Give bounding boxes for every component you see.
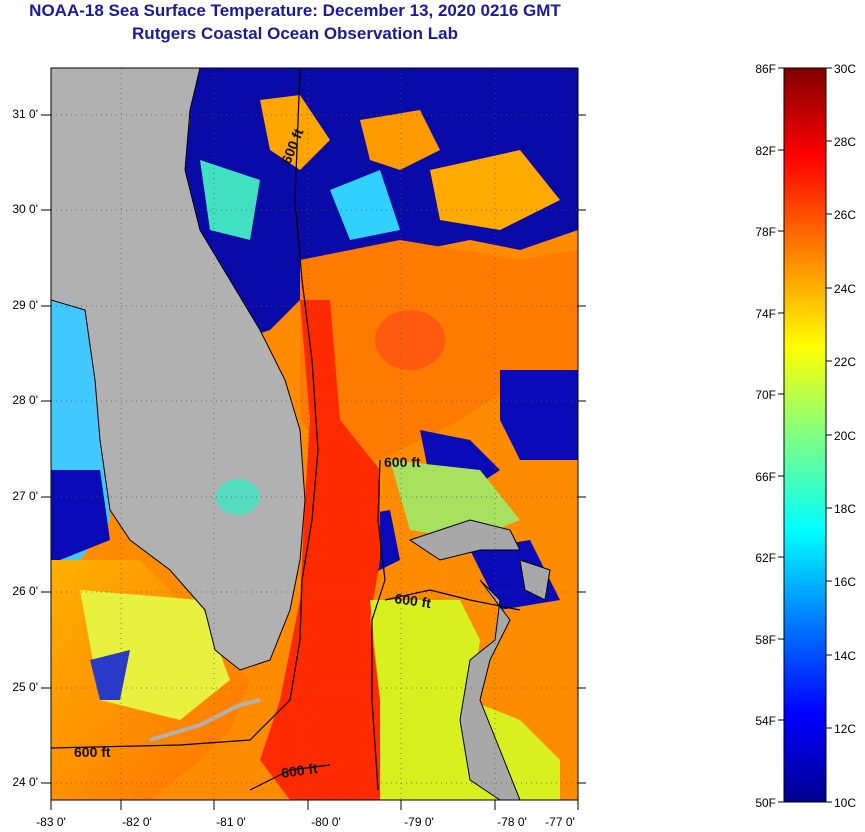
colorbar-ticks <box>778 67 832 803</box>
cold-region-north <box>51 68 578 340</box>
lat-tick-label: 24 0' <box>12 775 38 789</box>
colorbar-f-label: 70F <box>755 388 776 402</box>
isobath-600ft <box>384 589 521 611</box>
isobath-600ft <box>371 459 386 791</box>
cool-patch <box>330 170 400 240</box>
colorbar-c-label: 26C <box>834 208 856 222</box>
lon-tick-label: -80 0' <box>311 815 341 829</box>
map-title: NOAA-18 Sea Surface Temperature: Decembe… <box>29 1 561 20</box>
lat-tick-label: 29 0' <box>12 298 38 312</box>
cold-blob <box>500 370 578 460</box>
contour-label: 600 ft <box>280 760 319 781</box>
contour-label: 600 ft <box>384 454 421 470</box>
colorbar-c-label: 18C <box>834 502 856 516</box>
grand-bahama <box>408 519 521 561</box>
colorbar-c-label: 20C <box>834 429 856 443</box>
lon-tick-label: -82 0' <box>122 815 152 829</box>
florida-land <box>51 68 306 671</box>
lon-tick-label: -78 0' <box>497 815 527 829</box>
warm-patch <box>360 110 440 170</box>
lake-okeechobee <box>216 479 260 515</box>
map-ticks <box>41 114 586 810</box>
colorbar-f-label: 58F <box>755 633 776 647</box>
abaco-island <box>519 559 551 601</box>
warm-eddy <box>375 310 445 370</box>
colorbar-f-label: 78F <box>755 225 776 239</box>
map-frame <box>50 67 579 801</box>
colorbar-f-label: 54F <box>755 714 776 728</box>
little-bahama-bank <box>390 460 520 540</box>
lat-tick-label: 25 0' <box>12 680 38 694</box>
andros-island <box>459 579 521 800</box>
gulf-stream <box>260 300 380 800</box>
sst-map <box>51 68 578 800</box>
colorbar-f-label: 82F <box>755 144 776 158</box>
isobath-600ft <box>249 764 331 791</box>
colorbar-c-label: 12C <box>834 722 856 736</box>
cold-coastal-patch <box>51 470 110 560</box>
warm-patch <box>430 150 560 230</box>
lat-tick-label: 26 0' <box>12 584 38 598</box>
colorbar-c-label: 24C <box>834 282 856 296</box>
colorbar-f-label: 66F <box>755 470 776 484</box>
warm-patch <box>260 95 330 170</box>
lon-tick-label: -81 0' <box>216 815 246 829</box>
map-subtitle: Rutgers Coastal Ocean Observation Lab <box>132 24 458 43</box>
lon-tick-label: -83 0' <box>36 815 66 829</box>
graticule <box>51 68 578 800</box>
lon-tick-label: -79 0' <box>404 815 434 829</box>
contour-label: 600 ft <box>394 590 433 611</box>
colorbar-f-label: 62F <box>755 551 776 565</box>
lon-tick-label: -77 0' <box>545 815 575 829</box>
isobath-600ft <box>51 69 319 749</box>
colorbar-f-label: 74F <box>755 307 776 321</box>
colorbar-f-label: 50F <box>755 796 776 810</box>
lat-tick-label: 31 0' <box>12 107 38 121</box>
cold-patch <box>90 650 130 700</box>
colorbar-c-label: 22C <box>834 355 856 369</box>
colorbar-f-label: 86F <box>755 62 776 76</box>
colorbar-gradient <box>783 67 827 803</box>
colorbar-c-label: 16C <box>834 575 856 589</box>
lat-tick-label: 27 0' <box>12 489 38 503</box>
florida-keys <box>149 698 261 742</box>
colorbar-c-label: 30C <box>834 62 856 76</box>
colorbar: 86F 82F 78F 74F 70F 66F 62F 58F 54F 50F … <box>755 62 856 810</box>
colorbar-c-label: 28C <box>834 135 856 149</box>
cool-patch <box>200 160 260 240</box>
contour-label: 600 ft <box>74 744 111 760</box>
lat-tick-label: 30 0' <box>12 202 38 216</box>
colorbar-c-label: 10C <box>834 796 856 810</box>
lat-tick-label: 28 0' <box>12 393 38 407</box>
colorbar-c-label: 14C <box>834 649 856 663</box>
